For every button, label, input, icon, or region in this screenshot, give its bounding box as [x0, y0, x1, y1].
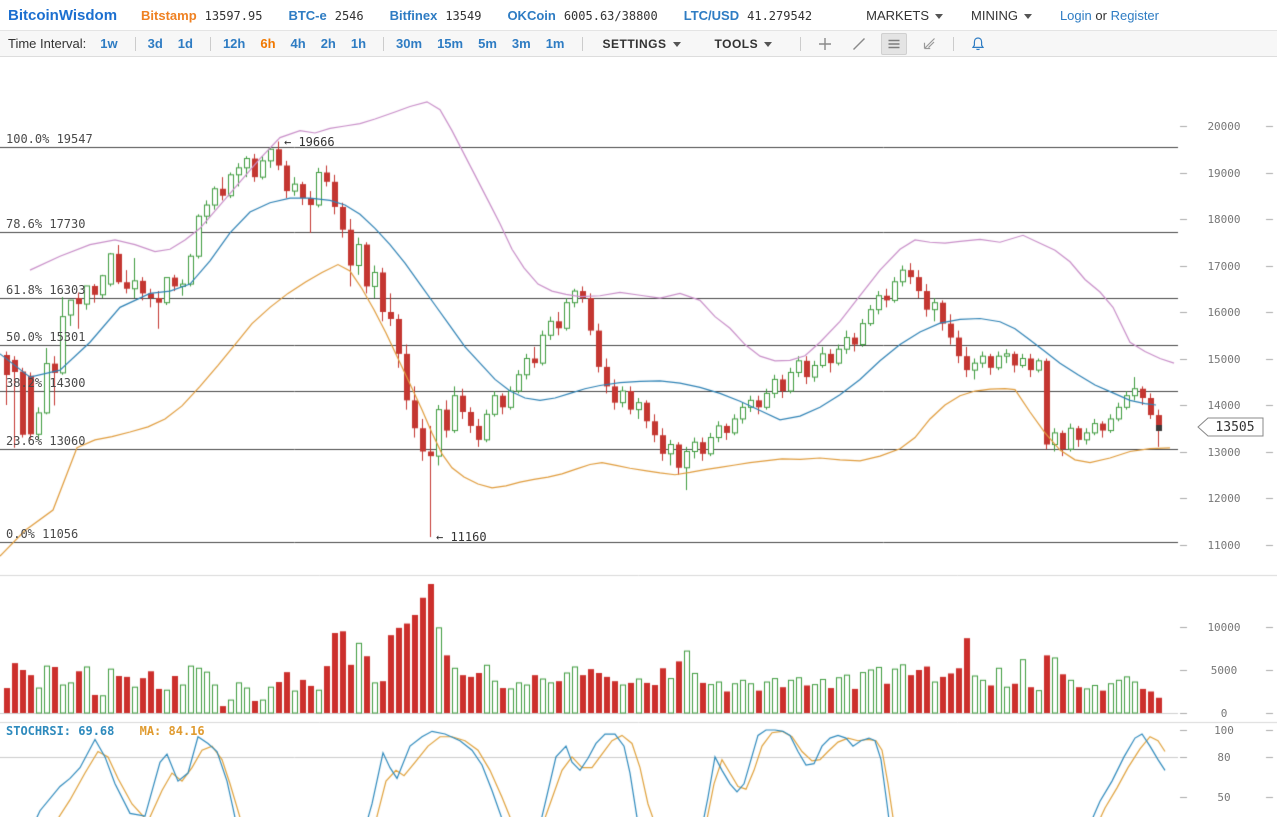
interval-button-15m[interactable]: 15m — [437, 36, 464, 51]
chevron-down-icon — [764, 41, 773, 47]
divider — [134, 36, 136, 51]
chevron-down-icon — [672, 41, 681, 47]
ticker-value: 6005.63/38800 — [563, 8, 658, 23]
interval-button-5m[interactable]: 5m — [478, 36, 497, 51]
plus-icon[interactable] — [813, 34, 837, 54]
ticker-okcoin[interactable]: OKCoin 6005.63/38800 — [507, 8, 657, 23]
divider — [209, 36, 211, 51]
interval-button-4h[interactable]: 4h — [290, 36, 306, 51]
auth-or-text: or — [1095, 7, 1107, 23]
ticker-ltc-usd[interactable]: LTC/USD 41.279542 — [684, 8, 812, 23]
ticker-name: LTC/USD — [683, 7, 740, 23]
ticker-name: BTC-e — [288, 7, 327, 23]
nav-mining[interactable]: MINING — [971, 8, 1032, 23]
divider — [383, 36, 385, 51]
header: BitcoinWisdom Bitstamp 13597.95 BTC-e 2546 B… — [0, 0, 1277, 30]
login-link[interactable]: Login — [1059, 7, 1092, 23]
interval-button-3d[interactable]: 3d — [147, 36, 163, 51]
register-link[interactable]: Register — [1110, 7, 1159, 23]
ticker-value: 13597.95 — [204, 8, 263, 23]
ticker-value: 13549 — [445, 8, 482, 23]
ticker-value: 41.279542 — [747, 8, 813, 23]
trendline-icon[interactable] — [847, 34, 871, 54]
interval-button-30m[interactable]: 30m — [396, 36, 423, 51]
chevron-down-icon — [1023, 13, 1032, 19]
ticker-name: OKCoin — [507, 7, 556, 23]
ticker-bitstamp[interactable]: Bitstamp 13597.95 — [141, 8, 262, 23]
toolbar: Time Interval: 1w 3d 1d 12h 6h 4h 2h 1h 30m 15m 5m… — [0, 30, 1277, 57]
bell-icon[interactable] — [966, 34, 990, 54]
chevron-down-icon — [935, 13, 943, 19]
ticker-bitfinex[interactable]: Bitfinex 13549 — [390, 8, 482, 23]
interval-button-1m[interactable]: 1m — [545, 36, 565, 51]
exchange-tickers: Bitstamp 13597.95 BTC-e 2546 Bitfinex 13549 OK… — [141, 8, 838, 23]
time-interval-label: Time Interval: — [8, 36, 87, 51]
interval-button-12h[interactable]: 12h — [222, 36, 246, 51]
interval-button-1w[interactable]: 1w — [100, 36, 118, 51]
interval-button-6h[interactable]: 6h — [260, 36, 276, 51]
divider — [800, 36, 802, 51]
logo[interactable]: BitcoinWisdom — [8, 6, 118, 24]
interval-button-1h[interactable]: 1h — [350, 36, 367, 51]
ticker-name: Bitfinex — [389, 7, 438, 23]
interval-buttons: 1w 3d 1d 12h 6h 4h 2h 1h 30m 15m 5m 3m 1m — [100, 36, 579, 51]
tools-menu[interactable]: TOOLS — [715, 37, 773, 51]
chart-canvas[interactable] — [0, 88, 1277, 817]
interval-button-3m[interactable]: 3m — [511, 36, 531, 51]
interval-button-2h[interactable]: 2h — [320, 36, 336, 51]
nav-markets[interactable]: MARKETS — [866, 8, 943, 23]
ticker-btc-e[interactable]: BTC-e 2546 — [288, 8, 363, 23]
settings-menu[interactable]: SETTINGS — [603, 37, 681, 51]
ticker-value: 2546 — [334, 8, 364, 23]
auth-links: Login or Register — [1060, 8, 1159, 23]
fib-levels-icon[interactable] — [881, 32, 908, 55]
divider — [581, 36, 583, 51]
ticker-name: Bitstamp — [141, 7, 197, 23]
interval-button-1d[interactable]: 1d — [177, 36, 193, 51]
arrow-icon[interactable] — [917, 34, 941, 54]
divider — [953, 36, 955, 51]
